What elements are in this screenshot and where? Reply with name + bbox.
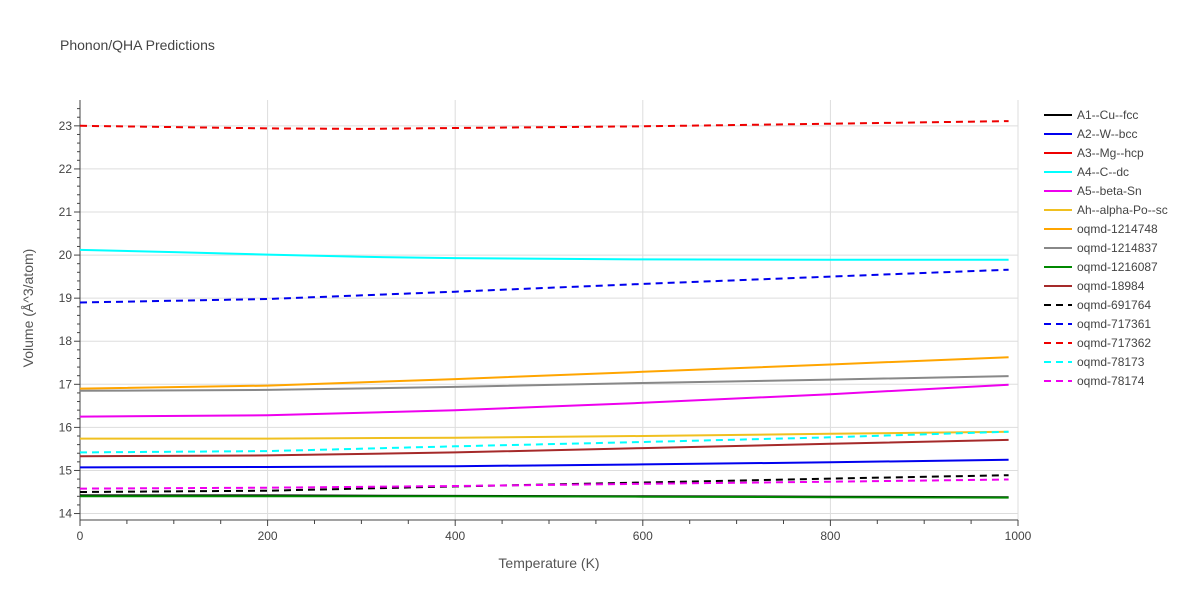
y-tick-label: 21 xyxy=(59,205,73,219)
series-line-oqmd-717362 xyxy=(79,120,1009,130)
series-line-A2--W--bcc xyxy=(79,458,1009,469)
ticks: 0 200 400 600 800 1000 14 15 16 17 18 19 20 21 22 23 xyxy=(59,119,1032,543)
x-tick-label: 200 xyxy=(258,529,278,543)
legend-item-label[interactable]: oqmd-691764 xyxy=(1077,298,1151,312)
x-tick-label: 0 xyxy=(77,529,84,543)
series-line-oqmd-1214837 xyxy=(79,375,1009,392)
y-tick-label: 14 xyxy=(59,507,73,521)
x-tick-label: 800 xyxy=(820,529,840,543)
series-line-A4--C--dc xyxy=(79,248,1009,261)
chart-title: Phonon/QHA Predictions xyxy=(60,37,215,53)
series-line-oqmd-18984 xyxy=(79,438,1009,458)
legend-item-label[interactable]: Ah--alpha-Po--sc xyxy=(1077,203,1168,217)
legend-item-label[interactable]: A1--Cu--fcc xyxy=(1077,108,1138,122)
series-lines xyxy=(79,120,1009,499)
grid xyxy=(80,100,1019,520)
series-line-oqmd-1214748 xyxy=(79,356,1009,390)
legend-item-label[interactable]: A2--W--bcc xyxy=(1077,127,1137,141)
legend-item-label[interactable]: oqmd-1216087 xyxy=(1077,260,1158,274)
legend-item-label[interactable]: oqmd-78173 xyxy=(1077,355,1145,369)
legend-item-label[interactable]: oqmd-78174 xyxy=(1077,374,1145,388)
y-tick-label: 23 xyxy=(59,119,73,133)
legend-item-label[interactable]: A4--C--dc xyxy=(1077,165,1129,179)
series-line-oqmd-78173 xyxy=(79,430,1009,454)
legend-item-label[interactable]: oqmd-717361 xyxy=(1077,317,1151,331)
legend-item-label[interactable]: oqmd-18984 xyxy=(1077,279,1145,293)
axes xyxy=(74,100,1019,526)
legend-item-label[interactable]: oqmd-1214748 xyxy=(1077,222,1158,236)
series-line-oqmd-717361 xyxy=(79,268,1009,304)
x-tick-label: 1000 xyxy=(1005,529,1032,543)
y-tick-label: 17 xyxy=(59,377,73,391)
x-tick-label: 400 xyxy=(445,529,465,543)
legend[interactable]: A1--Cu--fcc A2--W--bcc A3--Mg--hcp A4--C--d… xyxy=(1044,108,1168,388)
y-tick-label: 15 xyxy=(59,463,73,477)
series-line-oqmd-1216087 xyxy=(80,495,1009,499)
y-tick-label: 20 xyxy=(59,248,73,262)
y-axis-title: Volume (Å^3/atom) xyxy=(20,249,36,368)
series-line-Ah--alpha-Po--sc xyxy=(80,430,1009,440)
series-line-A5--beta-Sn xyxy=(79,383,1009,418)
x-axis-title: Temperature (K) xyxy=(498,555,599,571)
series-line-oqmd-78174 xyxy=(79,478,1009,490)
x-tick-label: 600 xyxy=(633,529,653,543)
y-tick-label: 16 xyxy=(59,420,73,434)
y-tick-label: 18 xyxy=(59,334,73,348)
legend-item-label[interactable]: A5--beta-Sn xyxy=(1077,184,1142,198)
legend-item-label[interactable]: oqmd-1214837 xyxy=(1077,241,1158,255)
legend-item-label[interactable]: A3--Mg--hcp xyxy=(1077,146,1144,160)
y-tick-label: 19 xyxy=(59,291,73,305)
legend-item-label[interactable]: oqmd-717362 xyxy=(1077,336,1151,350)
y-tick-label: 22 xyxy=(59,162,73,176)
